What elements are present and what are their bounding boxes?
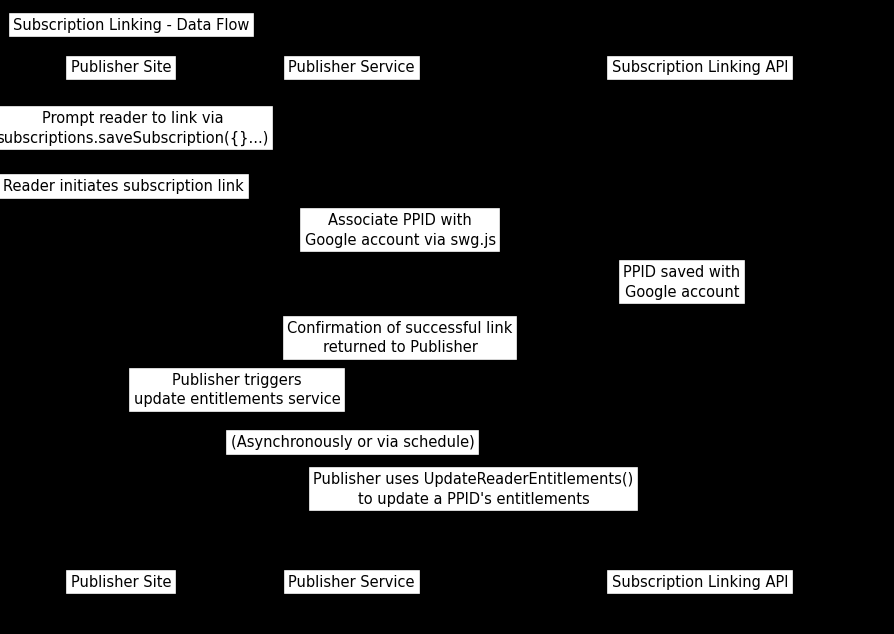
Text: Prompt reader to link via
subscriptions.saveSubscription({}...): Prompt reader to link via subscriptions.…: [0, 110, 268, 146]
Text: Confirmation of successful link
returned to Publisher: Confirmation of successful link returned…: [287, 321, 512, 355]
Text: Publisher uses UpdateReaderEntitlements()
to update a PPID's entitlements: Publisher uses UpdateReaderEntitlements(…: [313, 472, 633, 507]
Text: Subscription Linking - Data Flow: Subscription Linking - Data Flow: [13, 18, 249, 33]
Text: Associate PPID with
Google account via swg.js: Associate PPID with Google account via s…: [304, 213, 495, 247]
Text: (Asynchronously or via schedule): (Asynchronously or via schedule): [231, 435, 474, 450]
Text: Publisher triggers
update entitlements service: Publisher triggers update entitlements s…: [133, 373, 341, 407]
Text: Publisher Site: Publisher Site: [71, 574, 171, 590]
Text: Publisher Service: Publisher Service: [288, 574, 415, 590]
Text: PPID saved with
Google account: PPID saved with Google account: [623, 265, 739, 299]
Text: Publisher Site: Publisher Site: [71, 60, 171, 75]
Text: Publisher Service: Publisher Service: [288, 60, 415, 75]
Text: Reader initiates subscription link: Reader initiates subscription link: [4, 179, 243, 194]
Text: Subscription Linking API: Subscription Linking API: [611, 60, 788, 75]
Text: Subscription Linking API: Subscription Linking API: [611, 574, 788, 590]
